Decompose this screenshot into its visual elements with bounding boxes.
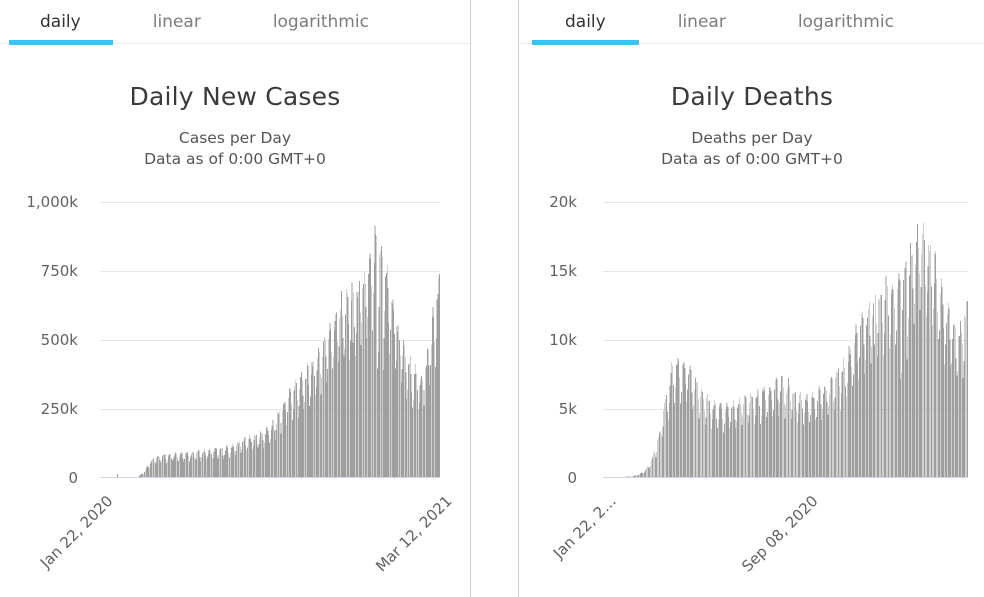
chart-tabs: daily linear logarithmic [0, 0, 470, 44]
x-axis-label-start: Jan 22, 2… [549, 492, 620, 563]
x-axis-label-start: Jan 22, 2020 [37, 492, 117, 572]
chart-tabs: daily linear logarithmic [519, 0, 984, 44]
tab-linear[interactable]: linear [677, 11, 726, 32]
subtitle-line-2: Data as of 0:00 GMT+0 [144, 150, 326, 168]
deaths-bar-chart[interactable]: Jan 22, 2… Sep 08, 2020 [550, 202, 968, 575]
tab-daily[interactable]: daily [40, 11, 81, 32]
page-title: Daily New Cases [129, 82, 341, 111]
x-axis-label-mid: Sep 08, 2020 [738, 492, 822, 576]
page-title: Daily Deaths [670, 82, 834, 111]
y-axis-tick: 20k [549, 193, 577, 211]
active-tab-underline [9, 40, 113, 45]
tab-daily[interactable]: daily [565, 11, 606, 32]
y-axis-tick: 15k [549, 262, 577, 280]
y-axis-tick: 0 [567, 469, 577, 487]
y-axis-tick: 10k [549, 331, 577, 349]
y-axis-tick: 5k [558, 400, 577, 418]
cases-bar-chart[interactable]: Jan 22, 2020 Mar 12, 2021 [37, 202, 456, 575]
subtitle-line-1: Deaths per Day [691, 129, 813, 147]
daily-new-cases-panel: daily linear logarithmic Daily New Cases… [0, 0, 471, 597]
y-axis-tick: 0 [68, 469, 78, 487]
subtitle-line-1: Cases per Day [178, 129, 292, 147]
y-axis-tick: 1,000k [26, 193, 78, 211]
tab-linear[interactable]: linear [152, 11, 201, 32]
chart-subtitle: Cases per Day Data as of 0:00 GMT+0 [0, 128, 470, 170]
subtitle-line-2: Data as of 0:00 GMT+0 [661, 150, 843, 168]
active-tab-underline [532, 40, 639, 45]
tab-logarithmic[interactable]: logarithmic [797, 11, 894, 32]
y-axis-tick: 500k [40, 331, 78, 349]
y-axis-tick: 750k [40, 262, 78, 280]
chart-subtitle: Deaths per Day Data as of 0:00 GMT+0 [519, 128, 984, 170]
x-axis-label-end: Mar 12, 2021 [372, 492, 456, 576]
tab-logarithmic[interactable]: logarithmic [272, 11, 369, 32]
daily-deaths-panel: daily linear logarithmic Daily Deaths De… [518, 0, 984, 597]
y-axis-tick: 250k [40, 400, 78, 418]
